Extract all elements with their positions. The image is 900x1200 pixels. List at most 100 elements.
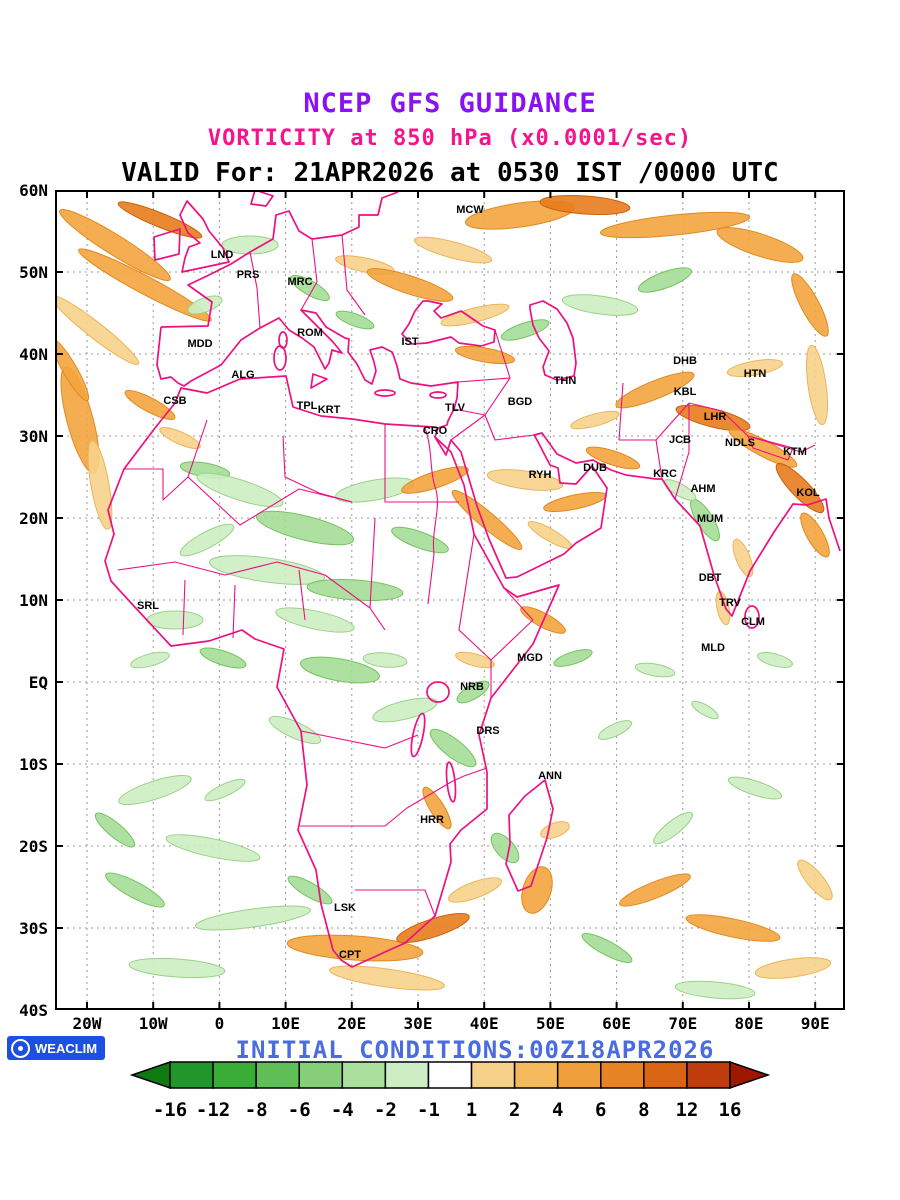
station-label-krc: KRC <box>653 468 677 480</box>
vorticity-blob <box>287 875 333 905</box>
vorticity-blob <box>490 832 520 864</box>
britain-coast <box>179 200 230 273</box>
vorticity-blob <box>196 472 284 508</box>
colorbar-segment <box>298 1061 344 1089</box>
vorticity-blob <box>130 651 170 669</box>
lat-label-40s: 40S <box>19 1001 48 1020</box>
lon-label-40e: 40E <box>469 1014 499 1033</box>
vorticity-blob <box>146 610 204 630</box>
colorbar-left-arrow <box>129 1060 171 1090</box>
station-label-dhb: DHB <box>673 355 697 367</box>
weaclim-logo-badge: WEACLIM <box>7 1036 106 1060</box>
vorticity-blob <box>413 236 493 264</box>
colorbar-label: 4 <box>552 1099 563 1121</box>
lon-label-90e: 90E <box>800 1014 830 1033</box>
vorticity-blob <box>726 359 784 377</box>
station-label-mgd: MGD <box>517 652 543 664</box>
colorbar-label: 6 <box>595 1099 606 1121</box>
colorbar-segment <box>341 1061 387 1089</box>
vorticity-blob <box>754 957 832 979</box>
colorbar-label: -4 <box>331 1099 354 1121</box>
colorbar-label: 16 <box>719 1099 742 1121</box>
station-label-drs: DRS <box>476 725 499 737</box>
colorbar-label: -8 <box>245 1099 268 1121</box>
weaclim-logo-text: WEACLIM <box>35 1040 98 1056</box>
sardinia-coast <box>273 345 287 371</box>
vorticity-blob <box>805 344 829 426</box>
station-label-jcb: JCB <box>669 434 691 446</box>
station-label-dub: DUB <box>583 462 607 474</box>
lat-label-30n: 30N <box>19 427 48 446</box>
vorticity-blob <box>448 877 502 903</box>
lat-label-10n: 10N <box>19 591 48 610</box>
lon-label-10e: 10E <box>271 1014 301 1033</box>
vorticity-blob <box>540 821 570 839</box>
europe-coast <box>160 191 399 328</box>
station-label-htn: HTN <box>744 368 767 380</box>
station-label-lnd: LND <box>211 249 234 261</box>
page-subtitle: VORTICITY at 850 hPa (x0.0001/sec) <box>207 126 693 151</box>
vorticity-blob <box>329 965 445 991</box>
station-label-tlv: TLV <box>445 402 466 414</box>
station-label-lsk: LSK <box>334 902 356 914</box>
vorticity-blob <box>521 866 553 914</box>
vorticity-blob <box>716 227 804 263</box>
vorticity-blob <box>757 652 793 668</box>
vorticity-blob <box>199 647 247 669</box>
madagascar-coast <box>505 779 554 892</box>
vorticity-blob <box>268 715 322 745</box>
lat-label-20n: 20N <box>19 509 48 528</box>
station-label-rom: ROM <box>297 327 323 339</box>
station-label-ndls: NDLS <box>725 437 755 449</box>
crete-coast <box>374 389 396 397</box>
vorticity-blob <box>585 446 641 470</box>
vorticity-blob <box>691 700 719 720</box>
lon-label-50e: 50E <box>535 1014 565 1033</box>
vorticity-blob <box>94 812 136 848</box>
station-label-mld: MLD <box>701 642 725 654</box>
colorbar-label: -6 <box>288 1099 311 1121</box>
lake-malawi <box>445 761 457 803</box>
black-sea-coast <box>401 300 496 347</box>
station-label-srl: SRL <box>137 600 159 612</box>
weaclim-globe-icon <box>11 1038 30 1058</box>
valid-time-line: VALID For: 21APR2026 at 0530 IST /0000 U… <box>121 158 779 188</box>
station-label-dbt: DBT <box>699 572 722 584</box>
map-area: MCW LND PRS MRC ROM IST MDD ALG CSB TPL KRT TLV CRO T… <box>55 190 845 1010</box>
station-label-cpt: CPT <box>339 949 361 961</box>
vorticity-blob <box>561 294 639 316</box>
station-label-ryh: RYH <box>529 469 552 481</box>
lon-label-10w: 10W <box>138 1014 168 1033</box>
vorticity-blob <box>118 774 192 806</box>
vorticity-blob <box>209 555 325 585</box>
axis-ticks <box>55 190 845 1010</box>
colorbar-segment <box>513 1061 559 1089</box>
colorbar-label: 8 <box>638 1099 649 1121</box>
lon-label-20e: 20E <box>337 1014 367 1033</box>
sicily-coast <box>310 373 328 389</box>
vorticity-blob <box>539 194 631 216</box>
cyprus-coast <box>429 391 447 399</box>
vorticity-blob <box>78 248 212 322</box>
station-label-nrb: NRB <box>460 681 484 693</box>
vorticity-blob <box>105 872 165 908</box>
station-label-ktm: KTM <box>783 446 807 458</box>
vorticity-blob <box>653 811 693 845</box>
vorticity-blob <box>685 914 781 942</box>
colorbar-segment <box>255 1061 300 1089</box>
station-label-csb: CSB <box>163 395 186 407</box>
lat-label-30s: 30S <box>19 919 48 938</box>
station-label-mcw: MCW <box>456 204 484 216</box>
colorbar-label: 12 <box>675 1099 698 1121</box>
mediterranean-coast <box>156 309 459 429</box>
station-label-prs: PRS <box>237 269 260 281</box>
station-label-kbl: KBL <box>674 386 697 398</box>
vorticity-blob <box>87 440 113 530</box>
ireland-coast <box>153 228 181 261</box>
vorticity-blob <box>638 267 692 293</box>
colorbar-segment <box>470 1061 516 1089</box>
country-borders <box>117 234 816 917</box>
vorticity-blob <box>55 295 140 365</box>
lon-label-60e: 60E <box>602 1014 632 1033</box>
lat-label-20s: 20S <box>19 837 48 856</box>
